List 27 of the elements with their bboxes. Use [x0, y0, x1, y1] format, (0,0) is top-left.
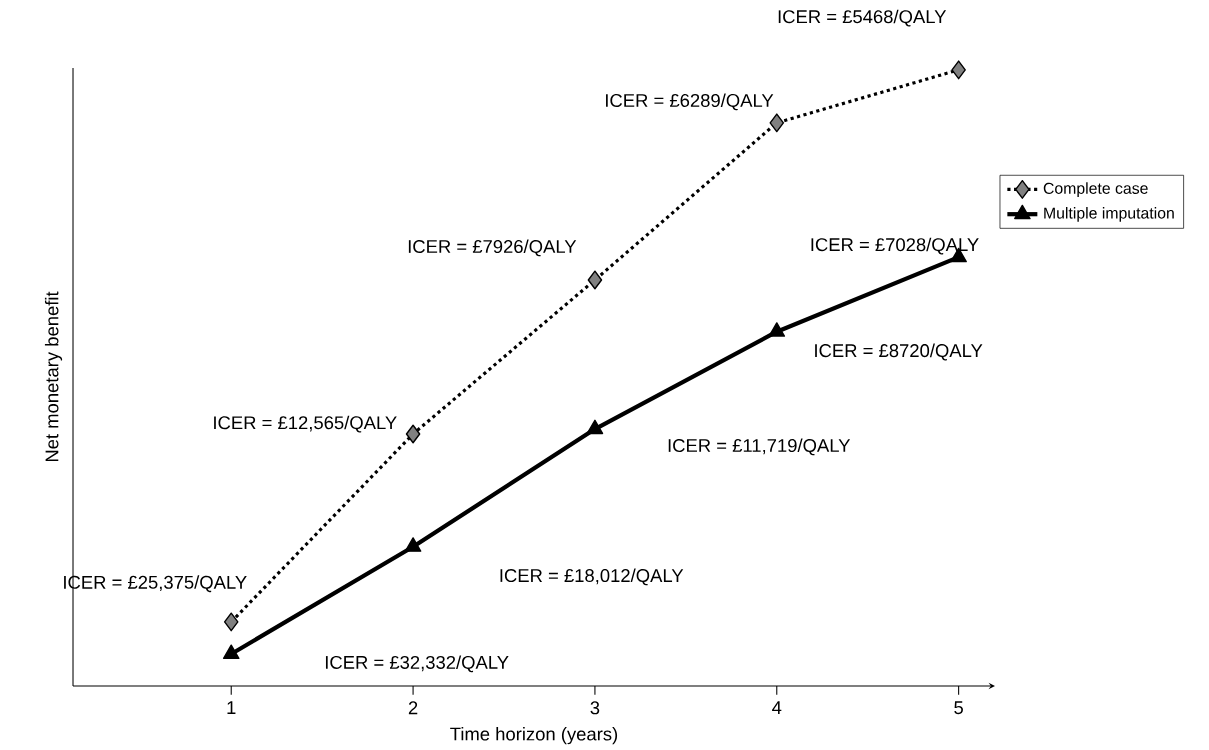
point [587, 270, 603, 290]
annotation: ICER = £7926/QALY [408, 239, 577, 257]
annotation: ICER = £25,375/QALY [64, 575, 247, 592]
annotation: ICER = £8720/QALY [815, 343, 983, 361]
annotation: ICER = £7028/QALY [811, 237, 979, 255]
x-tick-label: 3 [590, 701, 600, 715]
point [222, 644, 240, 659]
x-tick-label: 4 [772, 701, 782, 714]
annotation: ICER = £6289/QALY [606, 93, 774, 111]
annotation: ICER = £18,012/QALY [500, 568, 684, 586]
annotation: ICER = £12,565/QALY [214, 415, 397, 433]
legend-label: Multiple imputation [1044, 206, 1174, 222]
point [404, 537, 422, 552]
point [951, 60, 966, 80]
y-axis-title: Net monetary benefit [44, 291, 63, 461]
annotation: ICER = £11,719/QALY [668, 438, 851, 456]
x-tick-label: 5 [954, 701, 963, 714]
x-axis-title: Time horizon (years) [450, 726, 618, 745]
legend-label: Complete case [1043, 182, 1148, 197]
annotation: ICER = £32,332/QALY [325, 655, 509, 673]
text: ICER = £5468/QALY [778, 9, 947, 27]
point [768, 322, 786, 337]
x-tick-label: 1 [227, 701, 236, 714]
point [405, 424, 421, 444]
point [586, 419, 604, 434]
x-tick-label: 2 [408, 701, 418, 714]
point [769, 113, 785, 133]
